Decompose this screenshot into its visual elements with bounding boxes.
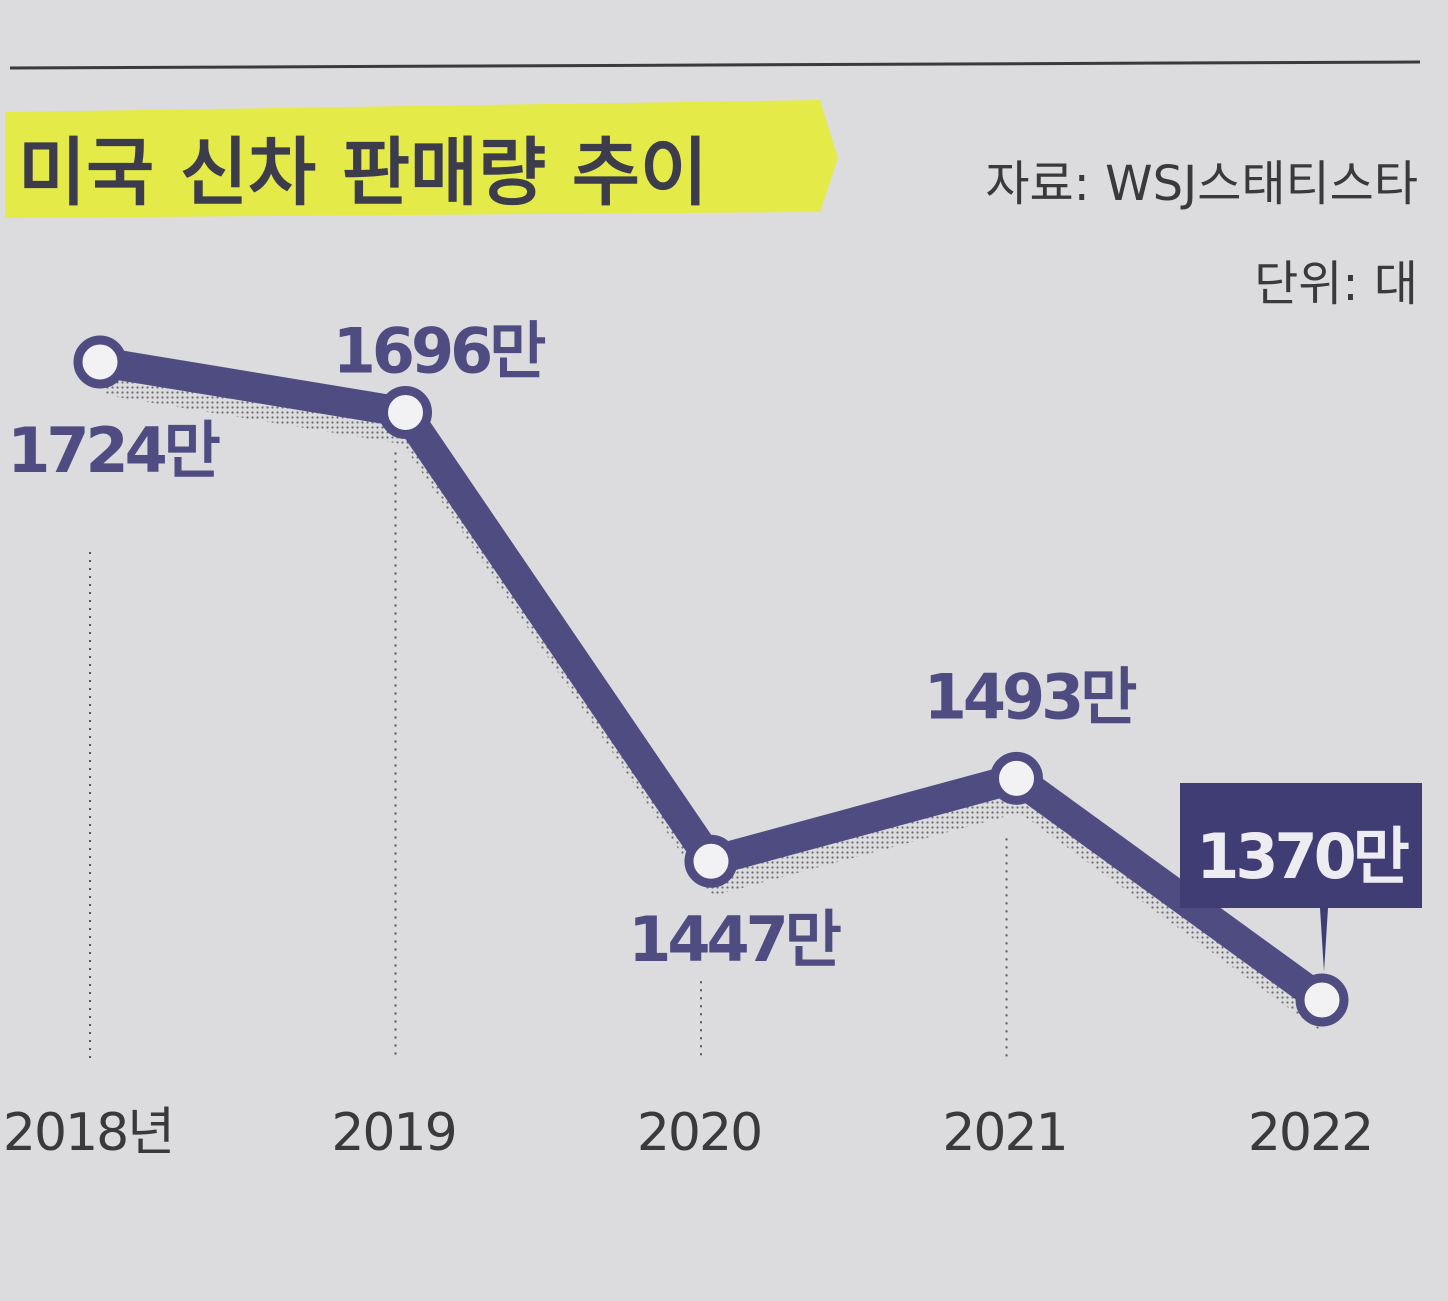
x-tick-label: 2022: [1248, 1103, 1372, 1163]
source-text: 자료: WSJ스태티스타: [985, 156, 1418, 212]
data-point: [1295, 973, 1349, 1027]
data-point: [73, 335, 127, 389]
chart-title: 미국 신차 판매량 추이: [18, 130, 708, 216]
title-highlight: [5, 100, 838, 218]
data-label-highlight: 1370만: [1196, 820, 1409, 893]
guide-lines: [89, 452, 1008, 1058]
data-label: 1696만: [333, 314, 546, 387]
data-points: [73, 335, 1349, 1027]
data-point: [990, 751, 1043, 805]
data-label: 1447만: [628, 903, 841, 976]
x-axis-labels: 2018년 2019 2020 2021 2022: [3, 1103, 1374, 1163]
x-tick-label: 2018년: [3, 1103, 173, 1163]
unit-text: 단위: 대: [1254, 256, 1418, 312]
callout-pointer: [1320, 908, 1328, 972]
data-labels: 1724만 1696만 1447만 1493만 1370만: [7, 314, 1422, 976]
x-tick-label: 2021: [942, 1103, 1066, 1163]
x-tick-label: 2019: [331, 1103, 455, 1163]
callout-box: [1180, 783, 1422, 908]
data-point: [684, 834, 738, 888]
data-label: 1493만: [924, 660, 1137, 733]
x-tick-label: 2020: [637, 1103, 761, 1163]
top-rule: [9, 60, 1421, 70]
data-point: [379, 385, 432, 439]
data-label: 1724만: [7, 414, 220, 487]
